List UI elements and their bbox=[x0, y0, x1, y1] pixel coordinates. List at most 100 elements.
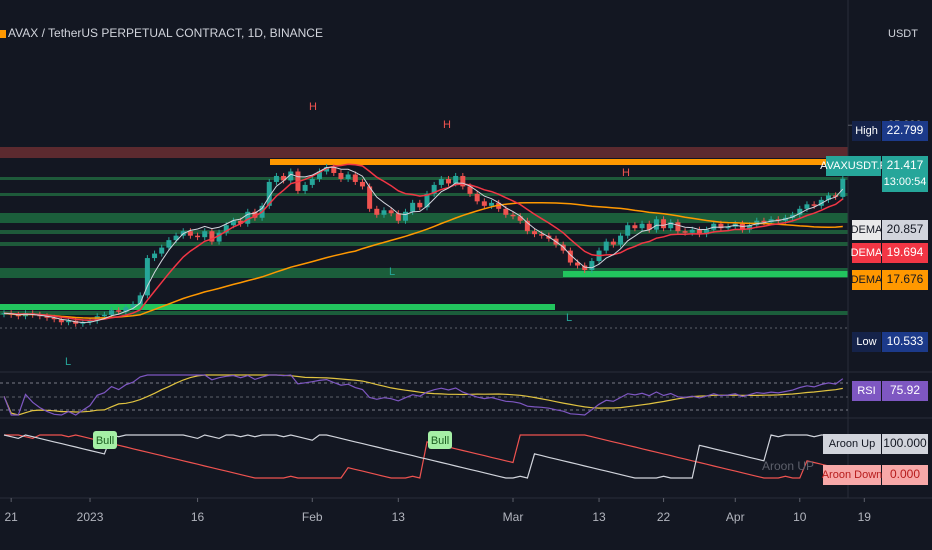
level bbox=[0, 311, 848, 315]
candle bbox=[402, 211, 408, 221]
tag-name-box bbox=[852, 381, 881, 401]
tag-name-box bbox=[852, 270, 881, 290]
tag-value: 10.533 bbox=[887, 334, 924, 348]
tag-value-box bbox=[882, 220, 928, 240]
aroon-up bbox=[3, 434, 843, 479]
candle bbox=[833, 195, 839, 197]
candle bbox=[797, 208, 803, 215]
candle bbox=[87, 320, 93, 323]
rsi-signal bbox=[3, 374, 843, 416]
x-tick-label: 13 bbox=[592, 510, 606, 524]
candle bbox=[230, 220, 236, 226]
candle bbox=[668, 222, 674, 229]
tag-name-box bbox=[852, 121, 881, 141]
x-tick-label: 22 bbox=[657, 510, 671, 524]
tag-name-box bbox=[852, 243, 881, 263]
rsi-line bbox=[3, 374, 844, 416]
candle bbox=[202, 231, 208, 238]
x-tick-label: 13 bbox=[392, 510, 406, 524]
candle bbox=[503, 208, 509, 215]
tag-value-box bbox=[882, 465, 928, 485]
signal-label: Bull bbox=[96, 435, 114, 447]
faded-label: Aroon UP bbox=[762, 459, 814, 473]
tag-value: 17.676 bbox=[887, 272, 924, 286]
tag-value-box bbox=[882, 243, 928, 263]
candle bbox=[316, 171, 322, 179]
candle bbox=[367, 186, 373, 209]
candle bbox=[324, 167, 330, 172]
tag-value: 20.857 bbox=[887, 222, 924, 236]
legend-swatch bbox=[0, 30, 6, 38]
tag-value: 19.694 bbox=[887, 245, 924, 259]
pivot-marker: H bbox=[443, 119, 451, 131]
candle bbox=[589, 261, 595, 270]
candle bbox=[445, 178, 451, 184]
candle bbox=[51, 317, 57, 320]
candle bbox=[489, 202, 495, 206]
slow-average bbox=[3, 201, 843, 319]
candle bbox=[567, 250, 573, 263]
candle bbox=[524, 220, 530, 232]
candle bbox=[539, 234, 545, 236]
candle bbox=[216, 232, 222, 242]
candle bbox=[245, 211, 251, 224]
x-tick-label: 10 bbox=[793, 510, 807, 524]
candle bbox=[238, 220, 244, 224]
tag-name: DEMA bbox=[851, 247, 883, 259]
candle bbox=[388, 210, 394, 214]
candle bbox=[302, 184, 308, 191]
tag-value: 75.92 bbox=[890, 383, 920, 397]
candle bbox=[582, 265, 588, 270]
orange-level bbox=[270, 159, 848, 165]
candle bbox=[718, 223, 724, 229]
dema-red bbox=[3, 163, 844, 322]
tag-name: High bbox=[855, 125, 878, 137]
candle bbox=[66, 320, 72, 323]
candle bbox=[137, 295, 143, 305]
candle bbox=[811, 204, 817, 206]
candle bbox=[639, 223, 645, 229]
candle bbox=[195, 235, 201, 238]
candle bbox=[747, 225, 753, 230]
candle bbox=[675, 222, 681, 232]
candle bbox=[661, 219, 667, 229]
candle bbox=[532, 231, 538, 235]
tag-name: Low bbox=[856, 336, 876, 348]
candle bbox=[431, 184, 437, 194]
tag-name: DEMA bbox=[851, 274, 883, 286]
candle bbox=[725, 226, 731, 229]
candle bbox=[460, 175, 466, 187]
candle bbox=[704, 229, 710, 235]
candle bbox=[517, 216, 523, 221]
chart-title: AVAX / TetherUS PERPETUAL CONTRACT, 1D, … bbox=[8, 26, 323, 40]
level bbox=[0, 242, 848, 246]
candle bbox=[309, 178, 315, 185]
level bbox=[0, 230, 848, 234]
candle bbox=[825, 195, 831, 200]
tag-name-box bbox=[823, 465, 881, 485]
candle bbox=[575, 262, 581, 266]
level bbox=[0, 193, 848, 196]
candle bbox=[273, 175, 279, 182]
candle bbox=[381, 210, 387, 215]
candle bbox=[761, 220, 767, 223]
candle bbox=[632, 225, 638, 229]
currency: USDT bbox=[888, 28, 918, 40]
candle bbox=[109, 310, 115, 315]
pivot-marker: H bbox=[622, 167, 630, 179]
level bbox=[0, 268, 848, 278]
candle bbox=[618, 235, 624, 245]
tag-value: 22.799 bbox=[887, 123, 924, 137]
candle bbox=[603, 241, 609, 251]
candle bbox=[252, 211, 258, 218]
candle bbox=[653, 219, 659, 230]
candle bbox=[438, 178, 444, 185]
candle bbox=[209, 231, 215, 242]
candle bbox=[410, 202, 416, 212]
resistance-zone bbox=[0, 147, 848, 158]
tag-name: DEMA bbox=[851, 224, 883, 236]
candle bbox=[144, 258, 150, 296]
tag-name-box bbox=[852, 332, 881, 352]
level bbox=[0, 177, 848, 180]
